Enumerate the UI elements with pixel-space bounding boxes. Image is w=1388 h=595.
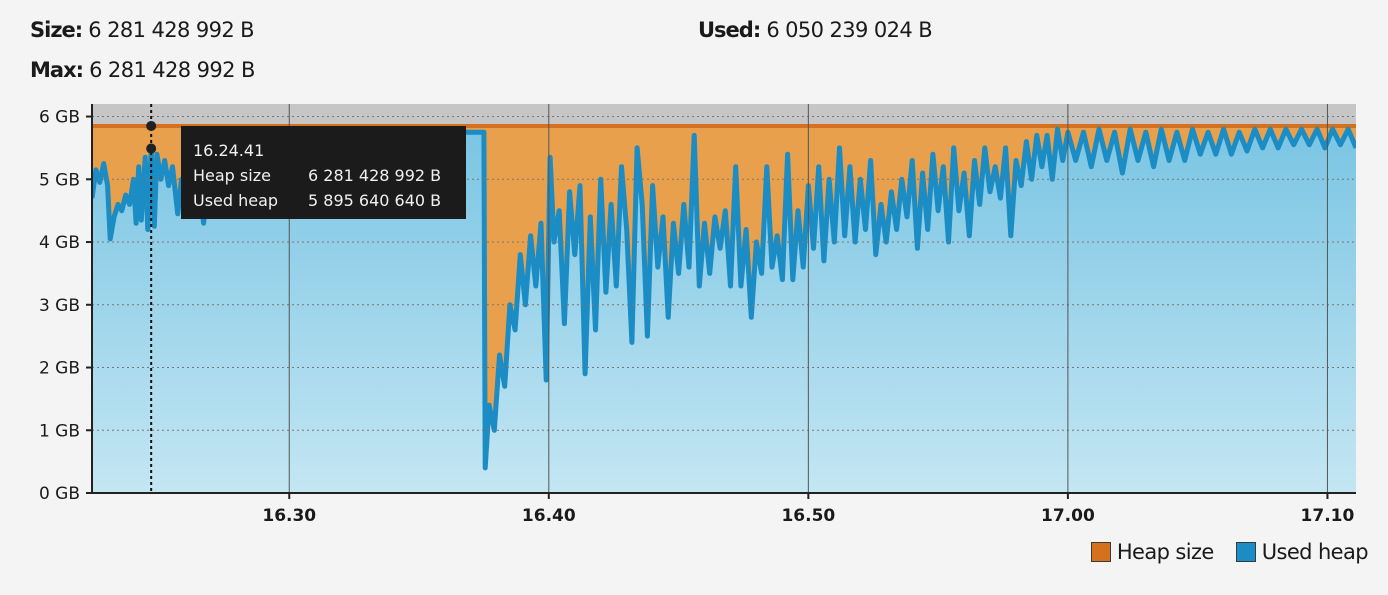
x-tick-label: 17.00 <box>1041 506 1095 526</box>
size-label: Size: <box>30 18 83 42</box>
x-tick-label: 16.30 <box>262 506 316 526</box>
y-tick-label: 5 GB <box>39 170 80 190</box>
y-tick-label: 2 GB <box>39 359 80 379</box>
used-heap-swatch <box>1235 542 1256 562</box>
heap-max-readout: Max: 6 281 428 992 B <box>30 58 255 82</box>
size-value: 6 281 428 992 B <box>88 18 254 42</box>
tooltip-time: 16.24.41 <box>193 141 265 160</box>
cursor-heap-point <box>146 120 157 131</box>
x-tick-label: 16.40 <box>522 506 576 526</box>
y-tick-label: 1 GB <box>39 421 80 441</box>
used-heap-area <box>92 129 1356 493</box>
tooltip-used-heap-label: Used heap <box>193 191 279 210</box>
tooltip-heap-size-label: Heap size <box>193 166 271 185</box>
legend-item-used-heap[interactable]: Used heap <box>1235 540 1369 564</box>
heap-size-swatch <box>1090 542 1111 562</box>
cursor-used-point <box>146 143 157 154</box>
used-label: Used: <box>698 18 761 42</box>
y-tick-label: 3 GB <box>39 296 80 316</box>
data-tooltip: 16.24.41 Heap size 6 281 428 992 B Used h… <box>181 126 466 219</box>
x-tick-label: 17.10 <box>1301 506 1355 526</box>
y-tick-label: 0 GB <box>39 484 80 504</box>
legend-used-heap-label: Used heap <box>1261 540 1369 564</box>
y-tick-label: 6 GB <box>39 108 80 128</box>
tooltip-used-heap-row: Used heap 5 895 640 640 B <box>193 188 454 213</box>
legend-heap-size-label: Heap size <box>1116 540 1215 564</box>
used-heap-readout: Used: 6 050 239 024 B <box>698 18 933 42</box>
max-value: 6 281 428 992 B <box>89 58 255 82</box>
chart-legend: Heap size Used heap <box>1069 540 1369 564</box>
used-value: 6 050 239 024 B <box>766 18 933 42</box>
tooltip-heap-size-row: Heap size 6 281 428 992 B <box>193 163 454 188</box>
legend-item-heap-size[interactable]: Heap size <box>1090 540 1215 564</box>
tooltip-used-heap-value: 5 895 640 640 B <box>308 191 442 210</box>
y-tick-label: 4 GB <box>39 233 80 253</box>
heap-size-readout: Size: 6 281 428 992 B <box>30 18 255 42</box>
max-heap-band <box>92 104 1356 126</box>
tooltip-heap-size-value: 6 281 428 992 B <box>308 166 442 185</box>
x-tick-label: 16.50 <box>781 506 835 526</box>
max-label: Max: <box>30 58 84 82</box>
